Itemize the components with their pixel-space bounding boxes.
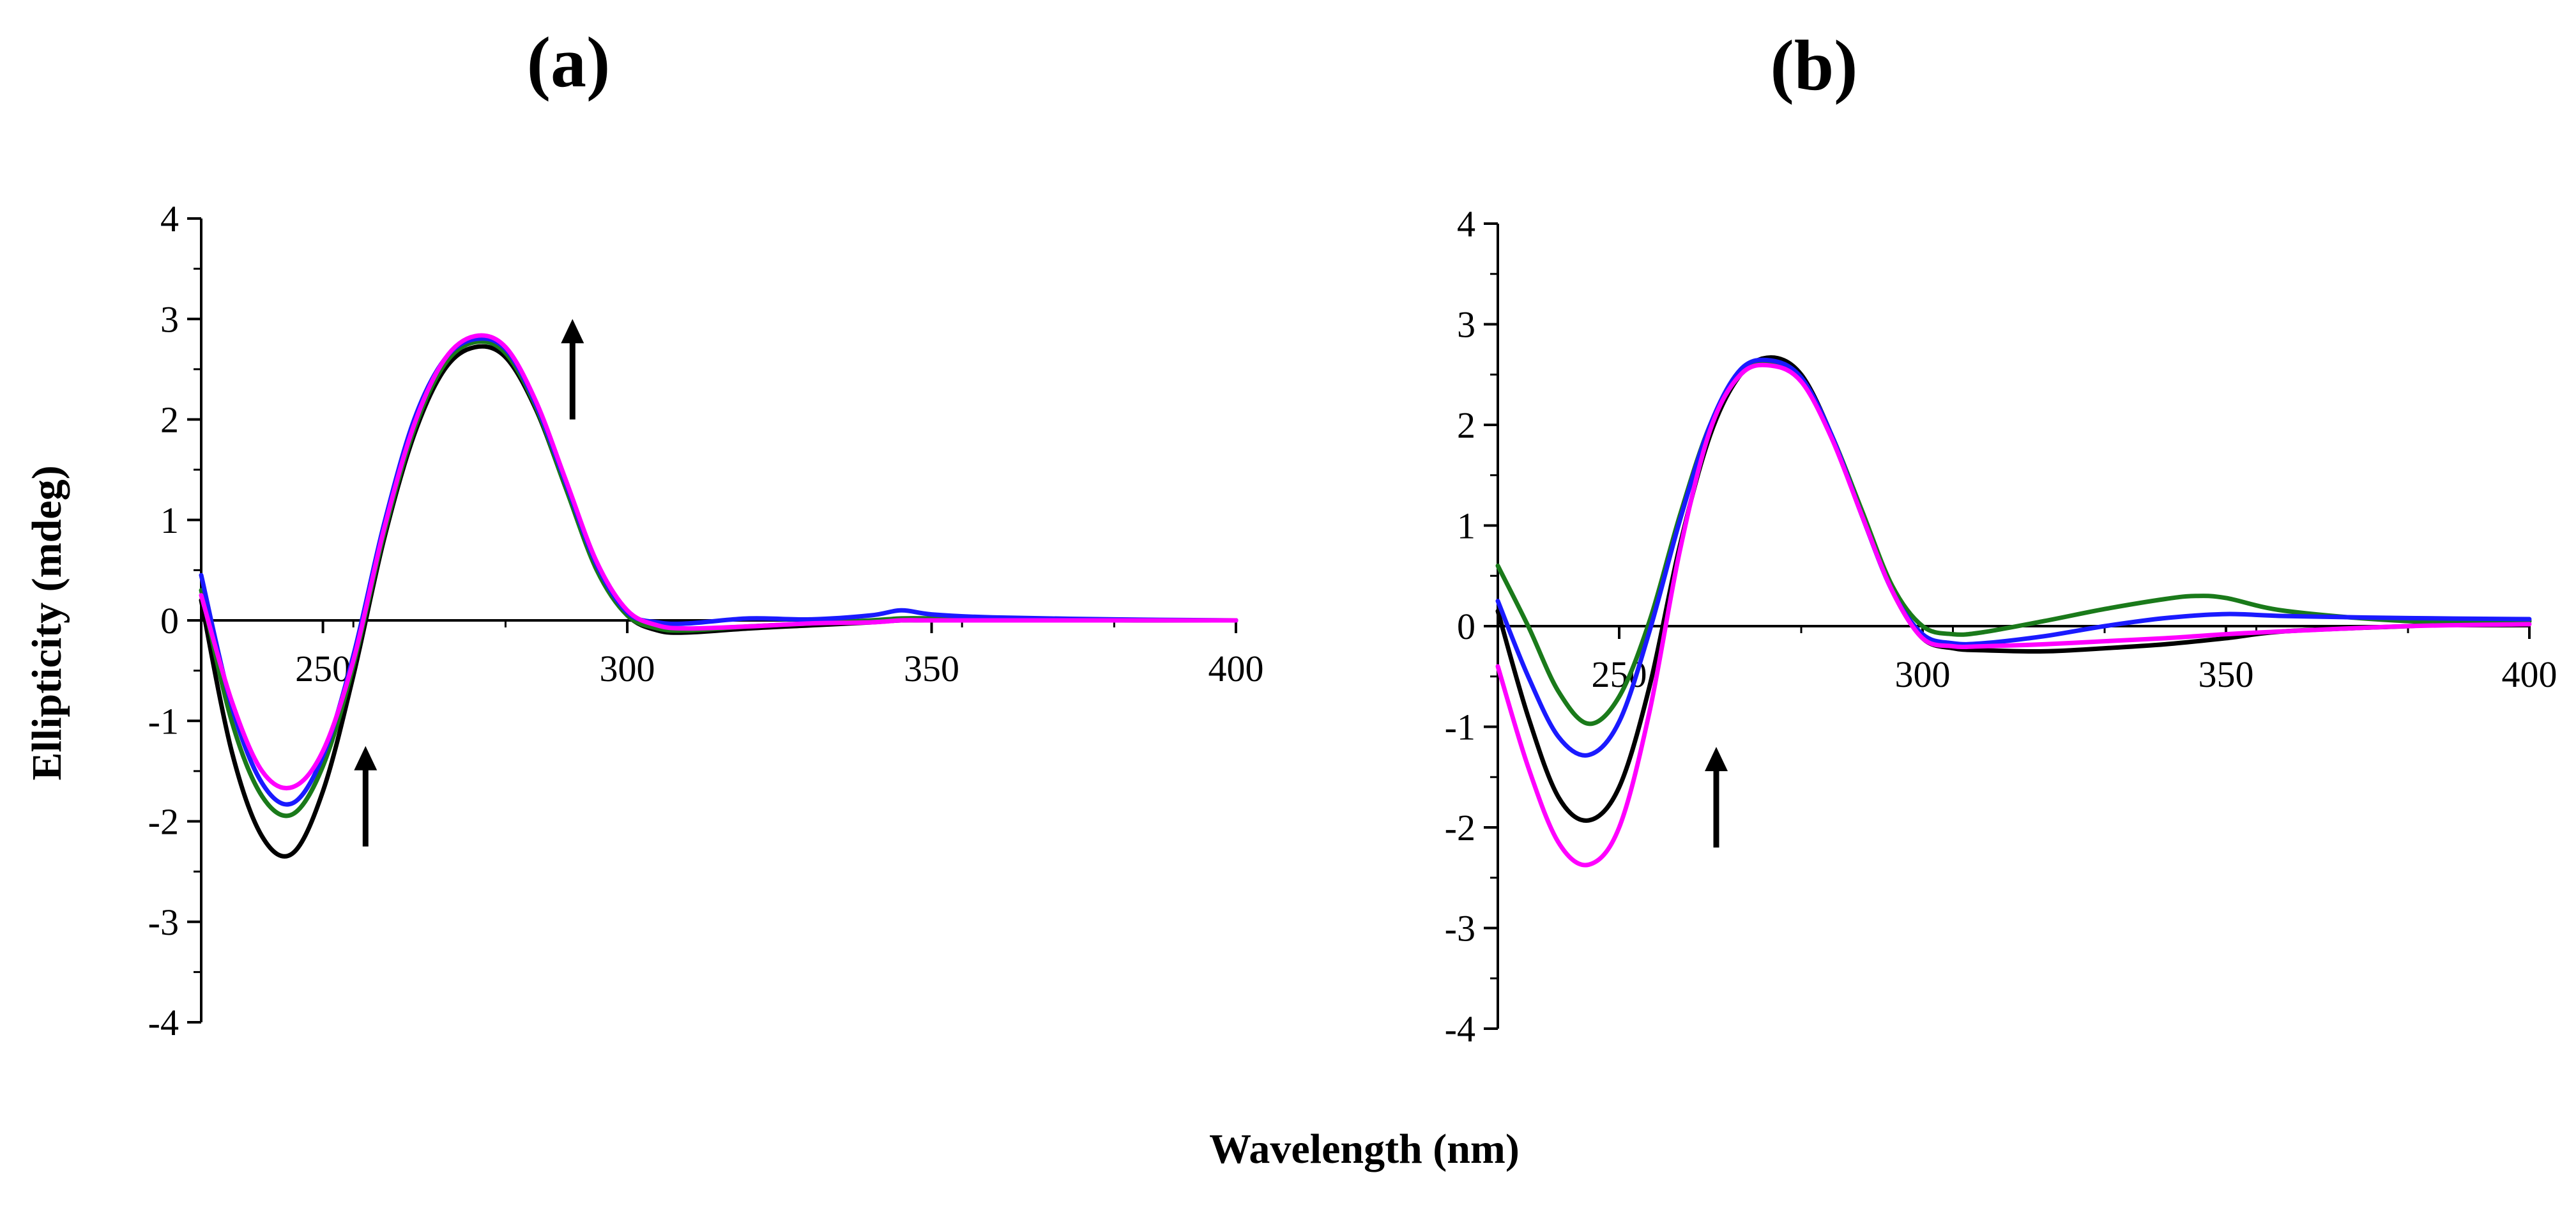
series-line-1 [1495,355,2532,823]
arrow-annotation [1705,747,1728,848]
series-line-4 [1495,362,2532,868]
y-tick-label: -3 [1445,908,1475,949]
x-tick-label: 250 [295,648,351,689]
y-tick-label: -3 [148,902,179,943]
panel-b-title: (b) [1771,26,1858,105]
arrow-head [1705,747,1728,771]
x-axis-title: Wavelength (nm) [1209,1126,1520,1172]
series-line-3 [199,336,1238,807]
y-tick-label: 4 [160,198,179,240]
y-tick-label: -1 [1445,707,1475,748]
y-tick-label: 0 [160,600,179,641]
y-tick-label: -2 [148,801,179,843]
y-tick-label: 1 [160,500,179,541]
x-tick-label: 400 [2502,654,2557,695]
x-tick-label: 300 [1895,654,1951,695]
y-tick-label: 3 [1457,304,1475,346]
y-tick-label: 2 [160,399,179,441]
y-tick-label: 4 [1457,203,1475,245]
y-tick-label: 0 [1457,606,1475,647]
y-tick-label: -4 [148,1002,179,1043]
x-tick-label: 400 [1208,648,1264,689]
y-tick-label: 1 [1457,505,1475,547]
arrow-annotation [561,319,584,420]
y-tick-label: 3 [160,298,179,340]
series-line-4 [199,333,1238,790]
panel-a-plot: 4 3 2 1 0 -1 -2 -3 -4 250 300 350 400 [148,198,1264,1043]
arrow-head [561,319,584,344]
y-tick-label: -4 [1445,1008,1475,1050]
x-tick-label: 350 [904,648,959,689]
x-tick-label: 350 [2199,654,2254,695]
panel-a: (a) 4 3 2 1 0 -1 -2 -3 -4 250 300 350 400 [148,23,1264,1043]
y-tick-label: -2 [1445,807,1475,848]
panel-a-title: (a) [527,23,611,102]
series-line-2 [199,339,1238,818]
y-tick-label: -1 [148,700,179,742]
y-axis-title: Ellipticity (mdeg) [24,465,70,780]
x-tick-label: 300 [600,648,655,689]
arrow-annotation [354,746,377,847]
y-tick-label: 2 [1457,404,1475,446]
arrow-head [354,746,377,771]
series-line-1 [199,344,1238,859]
